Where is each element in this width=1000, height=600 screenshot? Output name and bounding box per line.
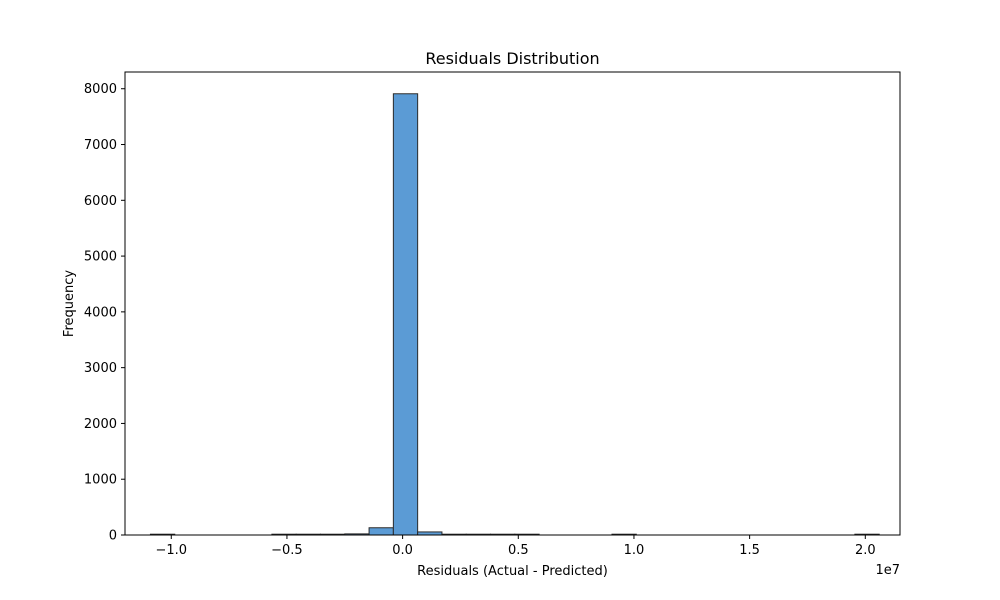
x-axis-offset-label: 1e7 — [875, 563, 900, 578]
y-axis-ticks: 0 1000 2000 3000 4000 5000 6000 7000 8000 — [84, 82, 125, 544]
chart-title: Residuals Distribution — [425, 49, 599, 68]
x-tick-label: 0.0 — [392, 543, 413, 558]
y-tick-label: 4000 — [84, 305, 117, 320]
x-tick-label: −1.0 — [155, 543, 187, 558]
y-tick-label: 7000 — [84, 138, 117, 153]
x-tick-label: 1.0 — [624, 543, 645, 558]
x-axis-ticks: −1.0 −0.5 0.0 0.5 1.0 1.5 2.0 — [155, 535, 876, 558]
y-tick-label: 5000 — [84, 250, 117, 265]
y-tick-label: 1000 — [84, 473, 117, 488]
y-axis-label: Frequency — [62, 270, 77, 337]
histogram-bar — [368, 527, 394, 536]
y-tick-label: 3000 — [84, 361, 117, 376]
x-tick-label: 2.0 — [855, 543, 876, 558]
y-tick-label: 2000 — [84, 417, 117, 432]
x-tick-label: 0.5 — [508, 543, 529, 558]
y-tick-label: 8000 — [84, 82, 117, 97]
y-tick-label: 6000 — [84, 194, 117, 209]
x-tick-label: 1.5 — [739, 543, 760, 558]
x-axis-label: Residuals (Actual - Predicted) — [417, 564, 608, 579]
y-tick-label: 0 — [109, 529, 117, 544]
histogram-bar — [392, 93, 419, 536]
x-tick-label: −0.5 — [271, 543, 303, 558]
plot-frame — [124, 71, 901, 536]
